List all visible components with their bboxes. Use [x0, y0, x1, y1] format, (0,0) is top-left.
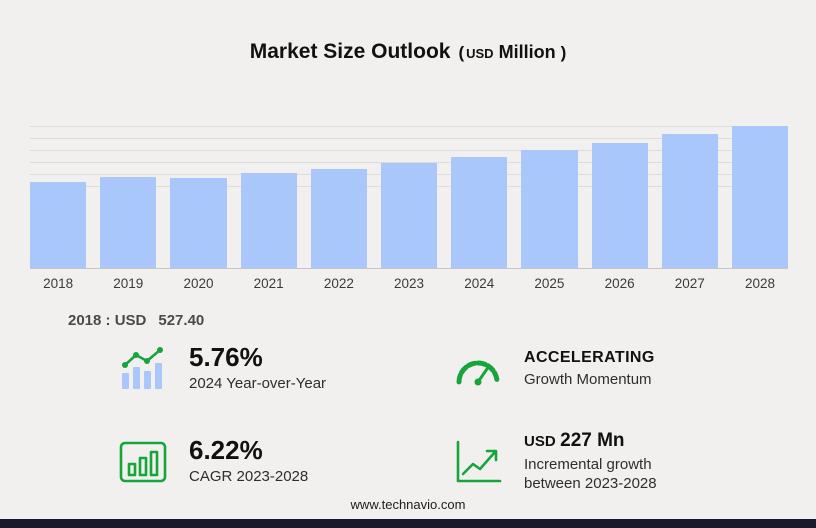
bar-column: 2020 [170, 108, 227, 291]
stat-text: USD 227 Mn Incremental growth between 20… [524, 430, 692, 494]
x-axis-label-2028: 2028 [744, 276, 775, 291]
stat-text: 5.76% 2024 Year-over-Year [189, 342, 327, 394]
bar-column: 2024 [451, 108, 508, 291]
bar-2022 [310, 169, 367, 268]
x-axis-line [30, 268, 788, 269]
page-title: Market Size Outlook (USD Million) [0, 40, 816, 64]
x-axis-label-2020: 2020 [183, 276, 214, 291]
gridline [30, 138, 788, 139]
bar-column: 2028 [731, 108, 789, 291]
title-paren-close: ) [560, 43, 567, 62]
yoy-value: 5.76% [189, 342, 263, 372]
stat-growth-momentum: ACCELERATING Growth Momentum [408, 344, 756, 394]
bar-column: 2027 [661, 108, 718, 291]
kpi-grid: 5.76% 2024 Year-over-Year ACCELERATING G… [60, 342, 756, 494]
incremental-label: Incremental growth between 2023-2028 [524, 456, 657, 492]
bar-2025 [521, 150, 578, 268]
yoy-label: 2024 Year-over-Year [189, 375, 327, 393]
chart-box-icon [115, 438, 171, 486]
bar-2020 [170, 178, 227, 268]
bar-trend-icon [115, 345, 171, 393]
market-size-bar-chart: 2018 2019 2020 2021 2022 2023 2024 2025 2026 2027… [30, 108, 789, 291]
gauge-icon [450, 348, 506, 390]
title-text: Market Size Outlook [249, 40, 451, 63]
bar-2023 [380, 163, 438, 268]
x-axis-label-2026: 2026 [604, 276, 635, 291]
cagr-value: 6.22% [189, 434, 263, 465]
bar-column: 2022 [310, 108, 367, 291]
cagr-label: CAGR 2023-2028 [189, 468, 309, 486]
stat-incremental-growth: USD 227 Mn Incremental growth between 20… [408, 430, 756, 494]
base-year-annotation: 2018 : USD 527.40 [68, 312, 204, 329]
title-unit: Million [498, 42, 556, 62]
stat-text: ACCELERATING Growth Momentum [524, 349, 655, 390]
bar-2024 [451, 157, 508, 268]
x-axis-label-2018: 2018 [43, 276, 74, 291]
x-axis-label-2025: 2025 [534, 276, 565, 291]
x-axis-label-2024: 2024 [464, 276, 495, 291]
bar-column: 2026 [591, 108, 648, 291]
annotation-value: 527.40 [158, 312, 205, 329]
annotation-prefix: 2018 : USD [68, 312, 147, 329]
bar-column: 2018 [30, 108, 87, 291]
x-axis-label-2021: 2021 [253, 276, 284, 291]
x-axis-label-2023: 2023 [394, 276, 425, 291]
incremental-value: USD 227 Mn [524, 430, 692, 452]
gridline [30, 162, 788, 163]
incremental-amount: 227 Mn [560, 430, 625, 452]
momentum-label: Growth Momentum [524, 370, 652, 388]
title-currency: USD [466, 46, 494, 61]
stat-year-over-year: 5.76% 2024 Year-over-Year [60, 342, 408, 394]
bar-column: 2023 [380, 108, 438, 291]
bar-column: 2019 [100, 108, 157, 291]
bar-2018 [30, 182, 87, 268]
bar-column: 2025 [521, 108, 578, 291]
x-axis-label-2019: 2019 [113, 276, 144, 291]
gridline [30, 126, 788, 127]
title-paren-open: ( [458, 43, 465, 62]
bar-2021 [240, 173, 297, 268]
gridline [30, 150, 788, 151]
chart-bars: 2018 2019 2020 2021 2022 2023 2024 2025 2026 2027… [30, 108, 789, 291]
stat-cagr: 6.22% CAGR 2023-2028 [60, 430, 408, 494]
bar-column: 2021 [240, 108, 297, 291]
stat-text: 6.22% CAGR 2023-2028 [189, 434, 309, 487]
bar-2028 [731, 126, 789, 268]
bar-2019 [100, 177, 157, 268]
x-axis-label-2022: 2022 [323, 276, 354, 291]
growth-arrow-icon [450, 438, 506, 486]
bottom-brand-bar [0, 519, 816, 528]
footer-url[interactable]: www.technavio.com [350, 497, 466, 512]
x-axis-label-2027: 2027 [674, 276, 705, 291]
momentum-value: ACCELERATING [524, 348, 655, 366]
incremental-currency: USD [524, 433, 556, 451]
bar-2026 [591, 143, 648, 268]
bar-2027 [661, 134, 718, 268]
